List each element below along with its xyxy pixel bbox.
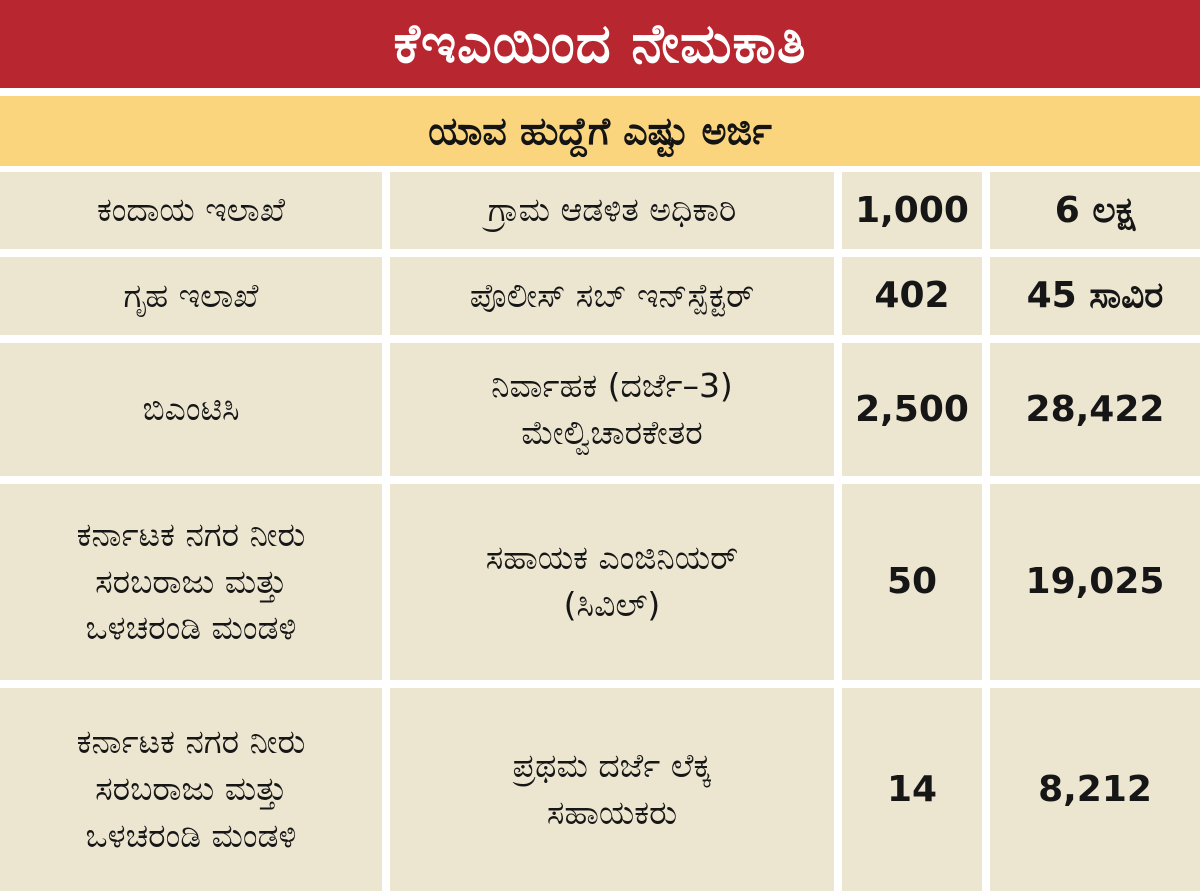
department-line: ಗೃಹ ಇಲಾಖೆ	[123, 275, 259, 315]
vacancies-cell: 2,500	[842, 343, 982, 476]
applications-cell: 8,212	[990, 688, 1200, 891]
vacancies-cell: 402	[842, 257, 982, 335]
vacancies-cell: 50	[842, 484, 982, 680]
department-line: ಕಂದಾಯ ಇಲಾಖೆ	[96, 190, 286, 230]
vacancies-cell: 1,000	[842, 172, 982, 249]
department-line: ಒಳಚರಂಡಿ ಮಂಡಳಿ	[85, 608, 297, 648]
table-row: ಬಿಎಂಟಿಸಿ ನಿರ್ವಾಹಕ (ದರ್ಜೆ–3) ಮೇಲ್ವಿಚಾರಕೇತ…	[0, 343, 1200, 476]
post-line: (ಸಿವಿಲ್)	[563, 585, 661, 624]
department-line: ಒಳಚರಂಡಿ ಮಂಡಳಿ	[85, 815, 297, 855]
table-row: ಕರ್ನಾಟಕ ನಗರ ನೀರು ಸರಬರಾಜು ಮತ್ತು ಒಳಚರಂಡಿ ಮ…	[0, 484, 1200, 680]
post-line: ಗ್ರಾಮ ಆಡಳಿತ ಅಧಿಕಾರಿ	[487, 190, 737, 230]
table-row: ಕರ್ನಾಟಕ ನಗರ ನೀರು ಸರಬರಾಜು ಮತ್ತು ಒಳಚರಂಡಿ ಮ…	[0, 688, 1200, 891]
post-line: ನಿರ್ವಾಹಕ (ದರ್ಜೆ–3)	[491, 365, 733, 405]
page-title: ಕೆಇಎಯಿಂದ ನೇಮಕಾತಿ	[0, 0, 1200, 88]
department-line: ಸರಬರಾಜು ಮತ್ತು	[95, 561, 287, 601]
table-row: ಗೃಹ ಇಲಾಖೆ ಪೊಲೀಸ್ ಸಬ್ ಇನ್‌ಸ್ಪೆಕ್ಟರ್ 402 4…	[0, 257, 1200, 335]
department-cell: ಕಂದಾಯ ಇಲಾಖೆ	[0, 172, 382, 249]
post-cell: ಗ್ರಾಮ ಆಡಳಿತ ಅಧಿಕಾರಿ	[390, 172, 834, 249]
post-line: ಸಹಾಯಕ ಎಂಜಿನಿಯರ್	[485, 538, 739, 578]
post-line: ಸಹಾಯಕರು	[546, 792, 678, 832]
post-line: ಮೇಲ್ವಿಚಾರಕೇತರ	[521, 412, 703, 452]
post-line: ಪೊಲೀಸ್ ಸಬ್ ಇನ್‌ಸ್ಪೆಕ್ಟರ್	[469, 275, 755, 315]
vacancies-cell: 14	[842, 688, 982, 891]
applications-cell: 19,025	[990, 484, 1200, 680]
department-cell: ಕರ್ನಾಟಕ ನಗರ ನೀರು ಸರಬರಾಜು ಮತ್ತು ಒಳಚರಂಡಿ ಮ…	[0, 484, 382, 680]
department-cell: ಬಿಎಂಟಿಸಿ	[0, 343, 382, 476]
post-cell: ಪೊಲೀಸ್ ಸಬ್ ಇನ್‌ಸ್ಪೆಕ್ಟರ್	[390, 257, 834, 335]
department-line: ಬಿಎಂಟಿಸಿ	[142, 389, 240, 429]
department-line: ಕರ್ನಾಟಕ ನಗರ ನೀರು	[76, 722, 306, 762]
post-cell: ನಿರ್ವಾಹಕ (ದರ್ಜೆ–3) ಮೇಲ್ವಿಚಾರಕೇತರ	[390, 343, 834, 476]
post-line: ಪ್ರಥಮ ದರ್ಜೆ ಲೆಕ್ಕ	[512, 745, 712, 785]
department-cell: ಗೃಹ ಇಲಾಖೆ	[0, 257, 382, 335]
table-row: ಕಂದಾಯ ಇಲಾಖೆ ಗ್ರಾಮ ಆಡಳಿತ ಅಧಿಕಾರಿ 1,000 6 …	[0, 172, 1200, 249]
applications-cell: 28,422	[990, 343, 1200, 476]
table-subtitle: ಯಾವ ಹುದ್ದೆಗೆ ಎಷ್ಟು ಅರ್ಜಿ	[0, 96, 1200, 166]
applications-cell: 6 ಲಕ್ಷ	[990, 172, 1200, 249]
department-line: ಸರಬರಾಜು ಮತ್ತು	[95, 769, 287, 809]
post-cell: ಪ್ರಥಮ ದರ್ಜೆ ಲೆಕ್ಕ ಸಹಾಯಕರು	[390, 688, 834, 891]
department-cell: ಕರ್ನಾಟಕ ನಗರ ನೀರು ಸರಬರಾಜು ಮತ್ತು ಒಳಚರಂಡಿ ಮ…	[0, 688, 382, 891]
applications-cell: 45 ಸಾವಿರ	[990, 257, 1200, 335]
post-cell: ಸಹಾಯಕ ಎಂಜಿನಿಯರ್ (ಸಿವಿಲ್)	[390, 484, 834, 680]
department-line: ಕರ್ನಾಟಕ ನಗರ ನೀರು	[76, 514, 306, 554]
